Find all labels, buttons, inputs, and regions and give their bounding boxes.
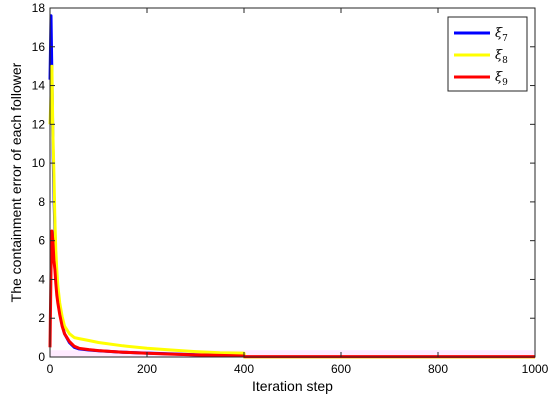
series-line-8 [48, 64, 535, 359]
legend-label-7: ξ7 [495, 26, 508, 44]
x-axis: 0 200 400 600 800 1000 [47, 8, 549, 376]
residual-band [50, 350, 535, 357]
series-layer [48, 14, 535, 359]
x-tick-label: 800 [428, 362, 448, 376]
y-tick-label: 2 [38, 311, 45, 325]
y-tick-label: 8 [38, 195, 45, 209]
y-tick-label: 16 [32, 40, 46, 54]
x-tick-label: 0 [47, 362, 54, 376]
y-tick-label: 10 [32, 156, 46, 170]
y-tick-label: 4 [38, 272, 45, 286]
legend-label-8: ξ8 [495, 48, 508, 66]
x-tick-label: 400 [234, 362, 254, 376]
y-tick-label: 0 [38, 350, 45, 364]
y-tick-label: 6 [38, 234, 45, 248]
y-axis: 0 2 4 6 8 10 12 14 16 18 [32, 1, 535, 364]
legend: ξ7 ξ8 ξ9 [447, 16, 528, 92]
x-axis-label: Iteration step [252, 378, 333, 394]
pink-band [50, 350, 535, 357]
legend-label-9: ξ9 [495, 70, 508, 88]
y-tick-label: 12 [32, 117, 46, 131]
x-tick-label: 200 [137, 362, 157, 376]
x-tick-label: 1000 [522, 362, 549, 376]
y-axis-label: The containment error of each follower [8, 62, 24, 302]
plot-frame [49, 7, 536, 358]
y-tick-label: 14 [32, 79, 46, 93]
y-tick-label: 18 [32, 1, 46, 15]
x-tick-label: 600 [331, 362, 351, 376]
series-line-9 [48, 229, 535, 359]
